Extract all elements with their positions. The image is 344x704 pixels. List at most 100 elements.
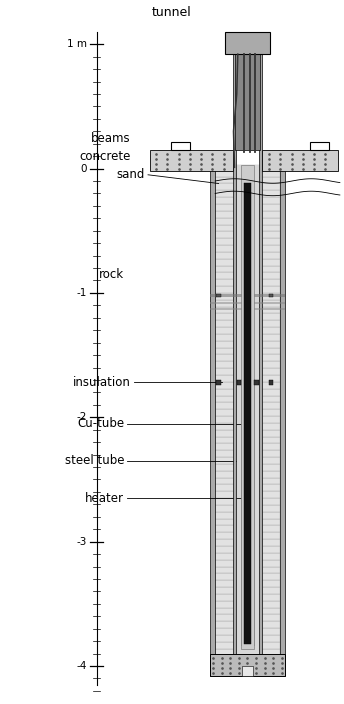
Text: concrete: concrete <box>79 150 131 163</box>
Bar <box>215 601 280 608</box>
Bar <box>215 382 280 389</box>
Bar <box>150 150 233 171</box>
Bar <box>215 587 280 594</box>
Bar <box>215 313 280 320</box>
Bar <box>215 608 280 615</box>
Bar <box>215 416 280 423</box>
Bar <box>215 252 280 259</box>
Bar <box>215 368 280 375</box>
Bar <box>215 457 280 464</box>
Bar <box>215 669 280 676</box>
Bar <box>262 150 338 171</box>
Bar <box>215 451 280 457</box>
Text: steel tube: steel tube <box>65 454 124 467</box>
Bar <box>210 308 285 310</box>
Bar <box>215 341 280 348</box>
Bar <box>215 218 280 225</box>
Bar <box>215 464 280 471</box>
Bar <box>215 403 280 409</box>
Bar <box>215 505 280 512</box>
Bar <box>236 165 258 676</box>
Bar <box>215 553 280 560</box>
Bar <box>215 580 280 587</box>
Bar <box>215 498 280 505</box>
Bar <box>233 41 236 676</box>
Bar <box>280 165 285 676</box>
Bar <box>215 628 280 635</box>
Bar <box>215 642 280 648</box>
Bar <box>215 655 280 662</box>
Bar <box>215 190 280 197</box>
Text: beams: beams <box>91 132 131 145</box>
Bar <box>215 279 280 286</box>
Bar <box>215 334 280 341</box>
Bar <box>215 197 280 204</box>
Bar <box>215 491 280 498</box>
Text: sand: sand <box>116 168 144 182</box>
Bar <box>215 245 280 252</box>
Bar <box>215 429 280 436</box>
Bar <box>215 436 280 444</box>
Bar <box>215 512 280 519</box>
Bar <box>215 272 280 279</box>
Bar <box>258 41 262 676</box>
Bar <box>215 532 280 539</box>
Text: tunnel: tunnel <box>152 6 192 19</box>
Bar <box>215 259 280 265</box>
Bar <box>241 165 254 648</box>
Bar <box>242 666 252 676</box>
Bar <box>215 211 280 218</box>
Text: -4: -4 <box>77 661 87 671</box>
Bar <box>225 32 270 54</box>
Bar <box>215 361 280 368</box>
Text: 0: 0 <box>80 163 87 174</box>
Bar <box>269 380 273 384</box>
Text: heater: heater <box>85 491 124 505</box>
Bar <box>215 300 280 307</box>
Bar <box>210 294 285 297</box>
Bar <box>215 389 280 396</box>
Bar <box>215 546 280 553</box>
Bar <box>269 294 273 297</box>
Bar <box>215 519 280 525</box>
Bar <box>215 184 280 190</box>
Bar <box>216 380 221 384</box>
Bar <box>171 142 190 150</box>
Bar <box>237 380 241 384</box>
Bar <box>215 165 280 170</box>
Bar <box>310 142 329 150</box>
Bar <box>215 204 280 211</box>
Bar <box>215 265 280 272</box>
Bar <box>215 648 280 655</box>
Bar <box>215 594 280 601</box>
Text: 1 m: 1 m <box>67 39 87 49</box>
Text: Cu-tube: Cu-tube <box>77 417 124 430</box>
Bar <box>215 327 280 334</box>
Bar <box>215 484 280 491</box>
Bar <box>215 232 280 238</box>
Text: insulation: insulation <box>73 376 131 389</box>
Bar <box>216 294 221 297</box>
Text: -3: -3 <box>77 536 87 546</box>
Bar <box>215 170 280 177</box>
Bar <box>215 573 280 580</box>
Bar <box>241 379 254 645</box>
Bar <box>254 380 258 384</box>
Bar <box>215 225 280 232</box>
Bar <box>215 396 280 403</box>
Bar <box>215 567 280 573</box>
Bar <box>215 409 280 416</box>
Bar <box>215 477 280 484</box>
Bar <box>215 286 280 293</box>
Bar <box>215 423 280 429</box>
Bar <box>215 635 280 642</box>
Bar <box>215 539 280 546</box>
Bar <box>210 302 285 303</box>
Bar <box>215 444 280 451</box>
Bar <box>215 375 280 382</box>
Bar <box>215 355 280 361</box>
Bar <box>215 525 280 532</box>
Bar <box>215 320 280 327</box>
Text: rock: rock <box>99 268 124 281</box>
Bar <box>215 662 280 669</box>
